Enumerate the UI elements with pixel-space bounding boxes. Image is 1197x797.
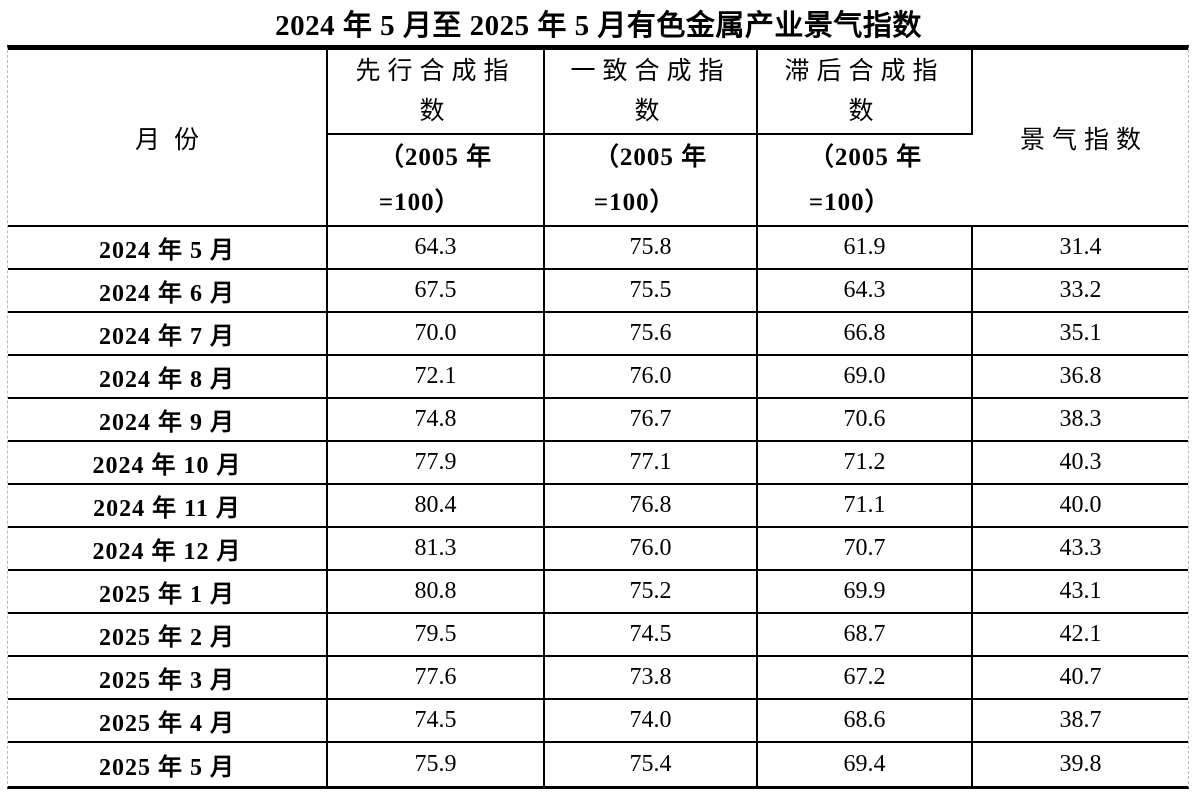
month-cell: 2024 年 10 月 — [8, 442, 328, 485]
leading-index-cell: 70.0 — [328, 313, 545, 356]
month-cell: 2025 年 4 月 — [8, 700, 328, 743]
coincident-index-cell: 77.1 — [545, 442, 758, 485]
data-table: 月份 先行合成指 数 一致合成指 数 滞后合成指 数 景气指数 （2005 年 … — [8, 50, 1188, 786]
month-cell: 2025 年 2 月 — [8, 614, 328, 657]
coincident-index-cell: 76.0 — [545, 356, 758, 399]
prosperity-index-cell: 31.4 — [973, 227, 1188, 270]
leading-index-cell: 80.8 — [328, 571, 545, 614]
coincident-index-cell: 74.5 — [545, 614, 758, 657]
prosperity-index-cell: 40.3 — [973, 442, 1188, 485]
prosperity-index-table: 月份 先行合成指 数 一致合成指 数 滞后合成指 数 景气指数 （2005 年 … — [7, 45, 1189, 789]
month-cell: 2024 年 7 月 — [8, 313, 328, 356]
table-row: 2025 年 4 月 74.5 74.0 68.6 38.7 — [8, 700, 1188, 743]
month-cell: 2024 年 11 月 — [8, 485, 328, 528]
prosperity-index-cell: 38.3 — [973, 399, 1188, 442]
lagging-index-cell: 70.6 — [758, 399, 973, 442]
coincident-index-cell: 76.0 — [545, 528, 758, 571]
prosperity-index-header: 景气指数 — [973, 50, 1188, 227]
page-title: 2024 年 5 月至 2025 年 5 月有色金属产业景气指数 — [275, 9, 922, 42]
lagging-index-cell: 70.7 — [758, 528, 973, 571]
coincident-index-cell: 75.4 — [545, 743, 758, 786]
leading-index-cell: 80.4 — [328, 485, 545, 528]
prosperity-index-cell: 40.7 — [973, 657, 1188, 700]
lagging-index-cell: 61.9 — [758, 227, 973, 270]
base-year-note: （2005 年 =100） — [593, 144, 708, 216]
prosperity-index-cell: 33.2 — [973, 270, 1188, 313]
table-row: 2024 年 11 月 80.4 76.8 71.1 40.0 — [8, 485, 1188, 528]
header-row-1: 月份 先行合成指 数 一致合成指 数 滞后合成指 数 景气指数 — [8, 50, 1188, 227]
table-row: 2025 年 3 月 77.6 73.8 67.2 40.7 — [8, 657, 1188, 700]
lagging-index-cell: 68.7 — [758, 614, 973, 657]
month-cell: 2024 年 12 月 — [8, 528, 328, 571]
table-row: 2024 年 8 月 72.1 76.0 69.0 36.8 — [8, 356, 1188, 399]
table-row: 2025 年 2 月 79.5 74.5 68.7 42.1 — [8, 614, 1188, 657]
lagging-index-cell: 71.1 — [758, 485, 973, 528]
month-cell: 2024 年 5 月 — [8, 227, 328, 270]
prosperity-index-cell: 39.8 — [1059, 751, 1102, 777]
base-year-note-lagging: （2005 年 =100） — [758, 135, 973, 227]
month-cell: 2024 年 9 月 — [8, 399, 328, 442]
month-header: 月份 — [8, 50, 328, 227]
coincident-index-cell: 75.5 — [545, 270, 758, 313]
prosperity-index-cell: 43.1 — [973, 571, 1188, 614]
lagging-index-cell: 69.9 — [758, 571, 973, 614]
lagging-index-cell: 64.3 — [758, 270, 973, 313]
base-year-note: （2005 年 =100） — [808, 144, 923, 216]
lagging-index-cell: 68.6 — [758, 700, 973, 743]
month-cell: 2025 年 1 月 — [8, 571, 328, 614]
leading-index-cell: 64.3 — [328, 227, 545, 270]
table-row: 2025 年 1 月 80.8 75.2 69.9 43.1 — [8, 571, 1188, 614]
lagging-index-header: 滞后合成指 数 — [758, 50, 973, 135]
table-row: 2024 年 12 月 81.3 76.0 70.7 43.3 — [8, 528, 1188, 571]
lagging-index-cell: 69.0 — [758, 356, 973, 399]
lagging-index-cell: 69.4 — [758, 743, 973, 786]
prosperity-index-cell: 40.0 — [973, 485, 1188, 528]
table-row: 2024 年 5 月 64.3 75.8 61.9 31.4 — [8, 227, 1188, 270]
base-year-note-coincident: （2005 年 =100） — [545, 135, 758, 227]
leading-index-cell: 79.5 — [328, 614, 545, 657]
prosperity-index-cell: 42.1 — [973, 614, 1188, 657]
leading-index-cell: 77.6 — [328, 657, 545, 700]
coincident-index-cell: 75.6 — [545, 313, 758, 356]
coincident-index-cell: 74.0 — [545, 700, 758, 743]
coincident-index-cell: 76.7 — [545, 399, 758, 442]
coincident-index-cell: 76.8 — [545, 485, 758, 528]
base-year-note-leading: （2005 年 =100） — [328, 135, 545, 227]
prosperity-index-cell: 38.7 — [973, 700, 1188, 743]
coincident-index-header: 一致合成指 数 — [545, 50, 758, 135]
prosperity-index-cell: 35.1 — [973, 313, 1188, 356]
table-row: 2024 年 9 月 74.8 76.7 70.6 38.3 — [8, 399, 1188, 442]
coincident-index-cell: 73.8 — [545, 657, 758, 700]
month-cell: 2024 年 6 月 — [8, 270, 328, 313]
month-cell: 2024 年 8 月 — [8, 356, 328, 399]
leading-index-cell: 81.3 — [328, 528, 545, 571]
table-row: 2024 年 7 月 70.0 75.6 66.8 35.1 — [8, 313, 1188, 356]
table-row: 2024 年 10 月 77.9 77.1 71.2 40.3 — [8, 442, 1188, 485]
month-cell: 2025 年 5 月 — [8, 743, 328, 786]
table-row: 2025 年 5 月 75.9 75.4 69.4 39.8 — [8, 743, 1188, 786]
month-cell: 2025 年 3 月 — [8, 657, 328, 700]
prosperity-index-cell: 43.3 — [973, 528, 1188, 571]
coincident-index-cell: 75.2 — [545, 571, 758, 614]
leading-index-cell: 74.5 — [328, 700, 545, 743]
leading-index-cell: 74.8 — [328, 399, 545, 442]
lagging-index-cell: 71.2 — [758, 442, 973, 485]
table-row: 2024 年 6 月 67.5 75.5 64.3 33.2 — [8, 270, 1188, 313]
header-row-2: （2005 年 =100） （2005 年 =100） （2005 年 =100… — [8, 135, 1188, 227]
leading-index-header: 先行合成指 数 — [328, 50, 545, 135]
leading-index-cell: 67.5 — [328, 270, 545, 313]
table-header: 月份 先行合成指 数 一致合成指 数 滞后合成指 数 景气指数 （2005 年 … — [8, 50, 1188, 227]
lagging-index-cell: 66.8 — [758, 313, 973, 356]
table-body: 2024 年 5 月 64.3 75.8 61.9 31.4 2024 年 6 … — [8, 227, 1188, 786]
coincident-index-cell: 75.8 — [545, 227, 758, 270]
leading-index-cell: 72.1 — [328, 356, 545, 399]
leading-index-cell: 75.9 — [328, 743, 545, 786]
prosperity-index-cell: 36.8 — [973, 356, 1188, 399]
base-year-note: （2005 年 =100） — [378, 144, 493, 216]
lagging-index-cell: 67.2 — [758, 657, 973, 700]
leading-index-cell: 77.9 — [328, 442, 545, 485]
